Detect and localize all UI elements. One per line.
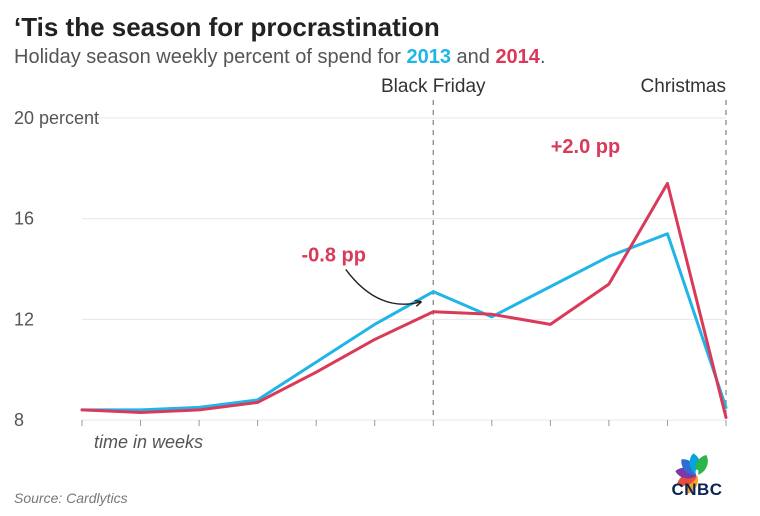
svg-text:CNBC: CNBC [671,480,722,499]
cnbc-logo: CNBC [652,445,742,506]
y-tick-label: 12 [14,309,34,329]
y-tick-label: 16 [14,209,34,229]
cnbc-logo-icon: CNBC [652,445,742,501]
event-label: Black Friday [381,76,486,97]
x-axis-label: time in weeks [94,432,203,452]
annotation-arrow [346,269,422,304]
annotation: +2.0 pp [551,136,620,158]
line-chart: 8 12 16 20 percent Black Friday Christmas -0.8… [0,0,760,470]
event-label: Christmas [640,76,726,97]
y-tick-label: 8 [14,410,24,430]
annotation: -0.8 pp [302,244,366,266]
series-2013 [82,234,726,410]
chart-area: 8 12 16 20 percent Black Friday Christmas -0.8… [0,0,760,475]
y-tick-label: 20 percent [14,108,99,128]
source-text: Source: Cardlytics [14,490,128,506]
